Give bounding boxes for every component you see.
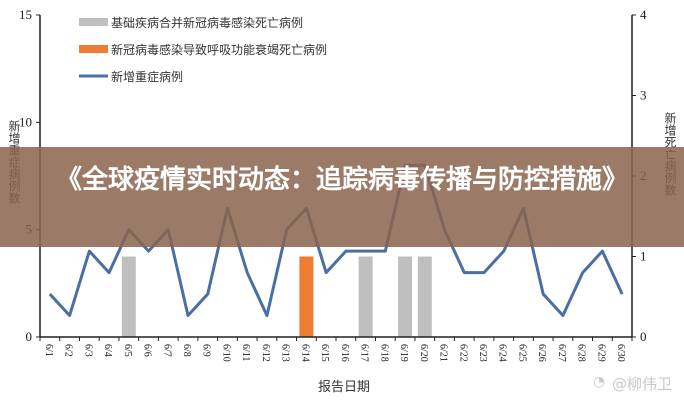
x-tick-label: 6/12 xyxy=(260,344,271,362)
x-axis-label: 报告日期 xyxy=(318,380,371,395)
legend-label: 基础疾病合并新冠病毒感染死亡病例 xyxy=(111,15,303,30)
y2-tick-label: 4 xyxy=(640,7,647,22)
legend-label: 新增重症病例 xyxy=(111,69,183,84)
bar-6/17 xyxy=(358,256,373,337)
x-tick-label: 6/8 xyxy=(181,344,192,357)
x-tick-label: 6/23 xyxy=(477,344,488,362)
title-banner xyxy=(0,147,684,247)
bar-6/5 xyxy=(121,256,136,337)
x-tick-label: 6/14 xyxy=(299,344,310,362)
legend-label: 新冠病毒感染导致呼吸功能衰竭死亡病例 xyxy=(111,42,327,57)
x-tick-label: 6/26 xyxy=(536,344,547,362)
x-tick-label: 6/29 xyxy=(595,344,606,362)
x-tick-label: 6/1 xyxy=(43,344,54,357)
x-tick-label: 6/30 xyxy=(615,344,626,362)
watermark: @柳伟卫 xyxy=(612,375,673,393)
x-tick-label: 6/16 xyxy=(339,344,350,362)
x-tick-label: 6/28 xyxy=(576,344,587,362)
x-tick-label: 6/27 xyxy=(556,344,567,362)
y2-tick-label: 1 xyxy=(640,249,647,264)
x-tick-label: 6/22 xyxy=(457,344,468,362)
bar-6/19 xyxy=(398,256,413,337)
x-tick-label: 6/21 xyxy=(438,344,449,362)
x-tick-label: 6/13 xyxy=(280,344,291,362)
x-tick-label: 6/25 xyxy=(516,344,527,362)
x-tick-label: 6/4 xyxy=(102,344,113,357)
x-tick-label: 6/9 xyxy=(201,344,212,357)
x-tick-label: 6/11 xyxy=(240,344,251,361)
y2-tick-label: 0 xyxy=(640,329,647,344)
x-tick-label: 6/5 xyxy=(122,344,133,357)
bar-6/14 xyxy=(299,256,314,337)
banner-title: 《全球疫情实时动态：追踪病毒传播与防控措施》 xyxy=(55,165,628,195)
bar-6/20 xyxy=(417,256,432,337)
weibo-icon: ◔ xyxy=(593,374,606,390)
y-tick-label: 10 xyxy=(19,114,32,129)
x-tick-label: 6/20 xyxy=(418,344,429,362)
x-tick-label: 6/3 xyxy=(82,344,93,357)
x-tick-label: 6/18 xyxy=(378,344,389,362)
x-tick-label: 6/17 xyxy=(359,344,370,362)
x-tick-label: 6/19 xyxy=(398,344,409,362)
y-tick-label: 15 xyxy=(19,7,32,22)
y2-tick-label: 3 xyxy=(640,88,647,103)
x-tick-label: 6/7 xyxy=(161,344,172,357)
y-tick-label: 0 xyxy=(26,329,33,344)
legend-swatch xyxy=(79,45,108,53)
x-tick-label: 6/10 xyxy=(220,344,231,362)
x-tick-label: 6/6 xyxy=(142,344,153,357)
x-tick-label: 6/2 xyxy=(63,344,74,357)
legend-swatch xyxy=(79,18,108,26)
x-tick-label: 6/15 xyxy=(319,344,330,362)
x-tick-label: 6/24 xyxy=(497,344,508,362)
